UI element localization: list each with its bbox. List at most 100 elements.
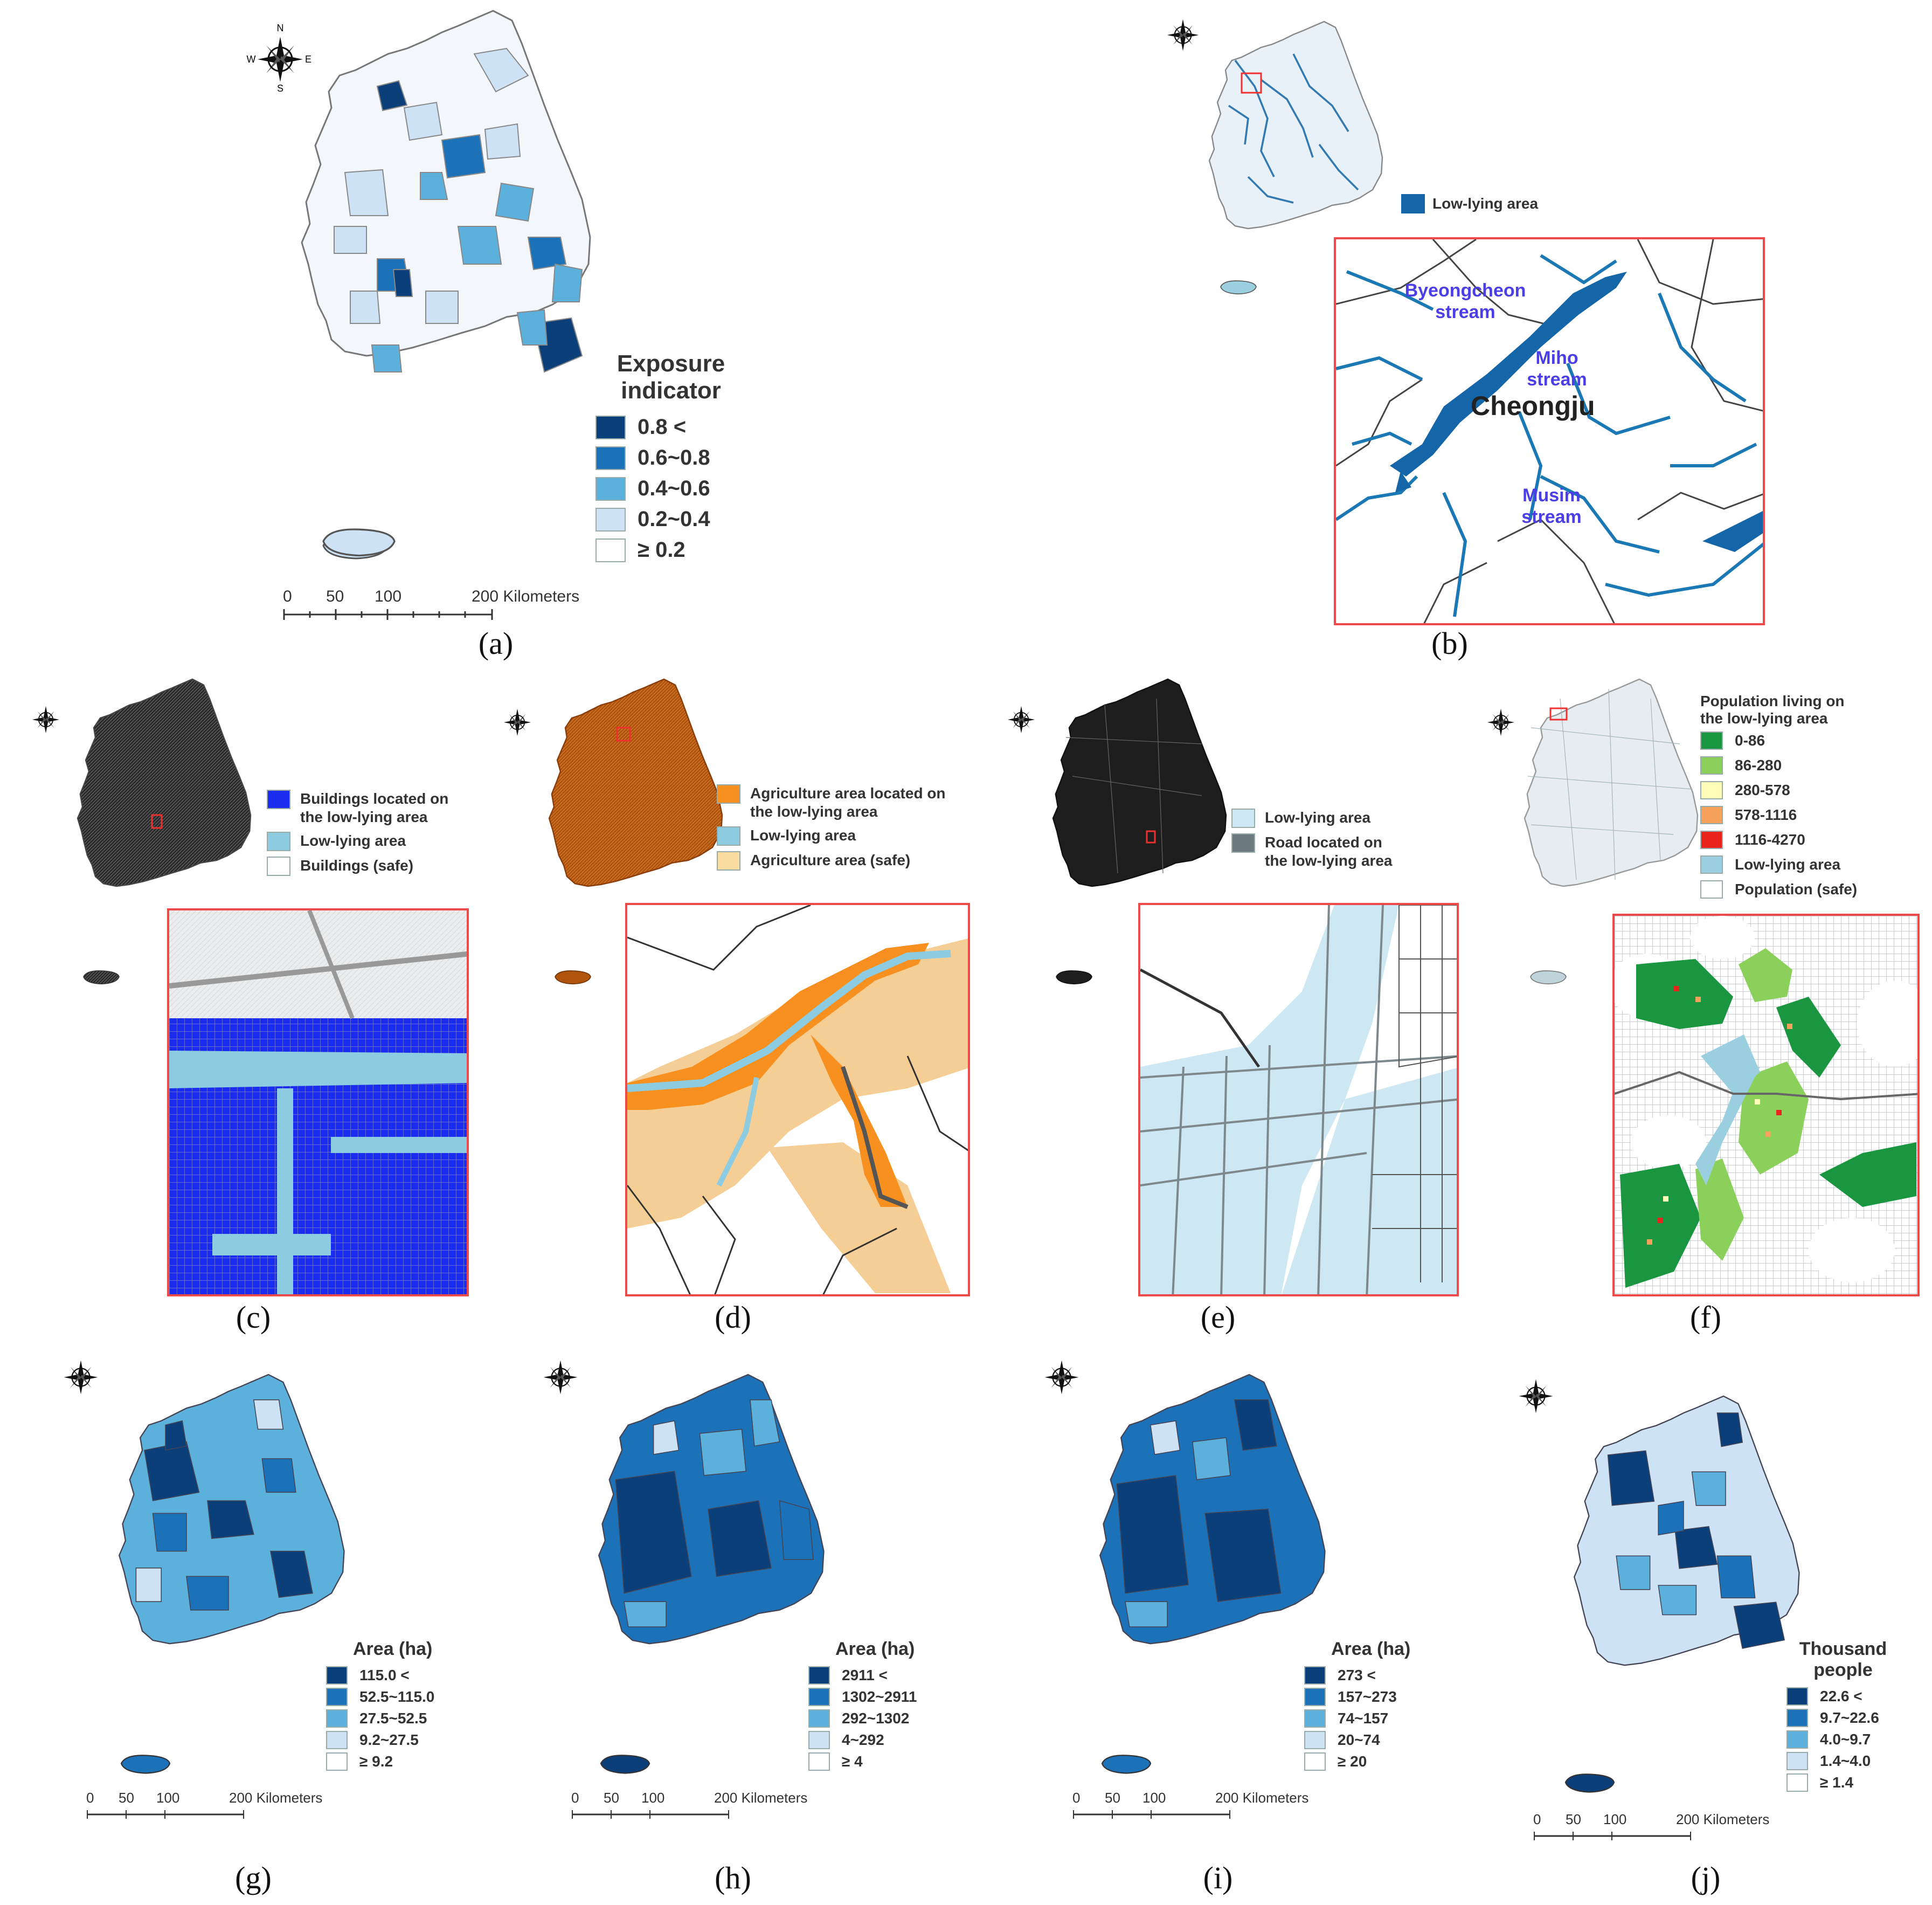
legend-item: 115.0 < [326,1666,434,1685]
legend-swatch [1231,809,1255,828]
legend-label: 1116-4270 [1735,831,1805,848]
legend-swatch [1700,831,1723,849]
legend-swatch [1700,731,1723,750]
legend-label: 27.5~52.5 [359,1710,427,1727]
legend-item: 86-280 [1700,756,1857,775]
legend-item: 9.2~27.5 [326,1731,434,1749]
exposure-legend: Exposure indicator 0.8 <0.6~0.8 0.4~0.6 0.… [595,350,746,569]
legend-label: Low-lying area [750,827,856,844]
legend-item: Agriculture area located on the low-lying… [717,784,946,821]
legend-swatch [1700,806,1723,824]
panel-e: Low-lying area Road located on the low-lyi… [981,668,1459,1353]
area-legend: Area (ha) 2911 < 1302~2911 292~1302 4~292 ≥ … [808,1639,917,1774]
legend-items: 2911 < 1302~2911 292~1302 4~292 ≥ 4 [808,1666,917,1771]
legend-label: Road located on [1265,834,1382,851]
legend-swatch [808,1666,830,1685]
caption-i: (i) [1203,1860,1233,1895]
legend-label: Low-lying area [1735,856,1841,873]
compass-e: E [305,54,311,65]
miho-label: Miho stream [1527,348,1587,390]
compass-s: S [277,83,283,94]
legend-label: 74~157 [1338,1710,1389,1727]
legend-label: ≥ 0.2 [638,538,685,562]
legend-swatch [1700,880,1723,899]
caption-f: (f) [1690,1300,1721,1335]
legend-label: 4.0~9.7 [1820,1731,1871,1748]
legend-swatch [1786,1730,1808,1749]
cheongju-inset: Byeongcheon stream Miho stream Cheongju … [1334,237,1765,625]
legend-label: the low-lying area [750,803,878,820]
legend-items: 22.6 < 9.7~22.6 4.0~9.7 1.4~4.0 ≥ 1.4 [1786,1687,1900,1792]
legend-swatch [717,851,740,871]
legend-label: 273 < [1338,1667,1376,1683]
population-legend-title-1: Population living on [1700,693,1845,709]
legend-item: Buildings located on the low-lying area [267,790,448,826]
legend-swatch [595,415,626,439]
area-legend: Area (ha) 273 < 157~273 74~157 20~74 ≥ 20 [1304,1639,1410,1774]
caption-d: (d) [715,1300,751,1335]
roads-inset [1138,903,1459,1296]
legend-item: Low-lying area [267,832,448,851]
legend-item: ≥ 0.2 [595,538,746,562]
legend-swatch [1786,1687,1808,1706]
legend-label: 1302~2911 [842,1688,917,1705]
jeju-island [600,1755,650,1774]
legend-swatch [267,790,290,809]
caption-b: (b) [1431,626,1468,661]
scale-tick-0: 0 [283,588,292,605]
legend-swatch [326,1731,348,1749]
legend-item: 0.2~0.4 [595,507,746,532]
legend-label: 2911 < [842,1667,888,1683]
legend-label: 280-578 [1735,782,1790,798]
legend-item: ≥ 20 [1304,1752,1410,1771]
scale-bar: 0 50 100 200 Kilometers [1072,1790,1309,1819]
legend-label: 157~273 [1338,1688,1397,1705]
legend-item: 74~157 [1304,1709,1410,1728]
legend-label: Agriculture area (safe) [750,852,911,868]
legend-label: 9.7~22.6 [1820,1709,1879,1726]
musim-label: Musim stream [1521,485,1582,527]
korea-map-buildings-area [119,1373,345,1645]
legend-label: 0-86 [1735,732,1765,749]
legend-label: 86-280 [1735,757,1782,774]
korea-map-population-count [1574,1395,1800,1666]
compass-rose-icon [543,1359,578,1395]
legend-swatch [1304,1688,1326,1706]
korea-map-roads [1052,678,1227,887]
buildings-inset [167,908,469,1296]
legend-swatch [808,1688,830,1706]
legend-label: Low-lying area [300,832,406,849]
legend-swatch [1786,1709,1808,1727]
korea-map-agriculture [548,678,723,887]
compass-rose-icon [503,708,532,737]
compass-n: N [277,23,284,33]
panel-h: Area (ha) 2911 < 1302~2911 292~1302 4~292 ≥ … [480,1337,981,1905]
jeju-island [120,1755,171,1774]
roads-legend: Low-lying area Road located on the low-lyi… [1231,809,1393,875]
legend-label: 115.0 < [359,1667,410,1683]
compass-rose-icon [1044,1359,1079,1395]
jeju-island [83,970,120,985]
caption-e: (e) [1200,1300,1236,1335]
legend-label: 0.2~0.4 [638,507,710,531]
jeju-island [555,970,591,985]
panel-b: Low-lying area [965,0,1932,668]
panel-i: Area (ha) 273 < 157~273 74~157 20~74 ≥ 20 0 … [981,1337,1450,1905]
legend-swatch [326,1709,348,1728]
legend-items: 115.0 < 52.5~115.0 27.5~52.5 9.2~27.5 ≥ 9.2 [326,1666,434,1771]
scale-tick-100: 100 [375,588,402,605]
legend-swatch [1700,756,1723,775]
legend-items: 273 < 157~273 74~157 20~74 ≥ 20 [1304,1666,1410,1771]
legend-swatch [1304,1752,1326,1771]
panel-f: Population living on the low-lying area … [1450,668,1932,1353]
legend-item: 1.4~4.0 [1786,1752,1900,1770]
legend-item: 292~1302 [808,1709,917,1728]
legend-title: Area (ha) [1331,1639,1411,1659]
legend-item: Low-lying area [1700,855,1857,874]
legend-swatch [326,1752,348,1771]
korea-map-population [1524,678,1699,887]
legend-title-line1: Exposure [617,350,725,377]
legend-item: 22.6 < [1786,1687,1900,1706]
legend-item: 1302~2911 [808,1688,917,1706]
legend-item: Agriculture area (safe) [717,851,946,871]
